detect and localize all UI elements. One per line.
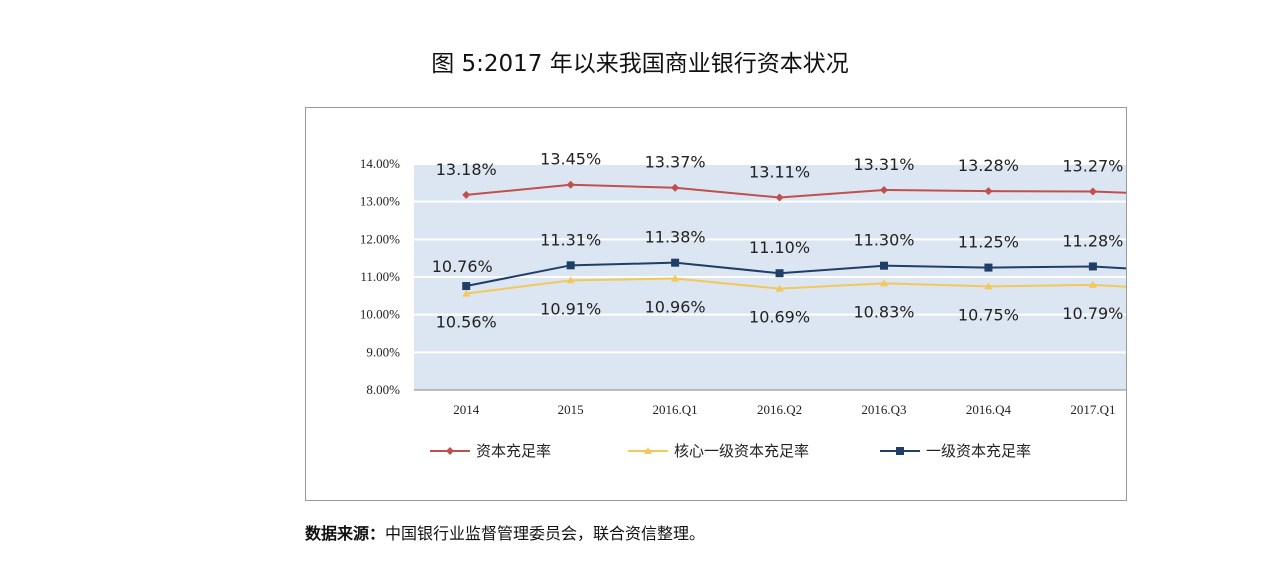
point-marker [671,274,680,282]
point-marker [775,269,784,278]
point-marker [1088,262,1097,271]
data-label: 10.75% [958,305,1019,324]
figure-title: 图 5:2017 年以来我国商业银行资本状况 [431,51,849,77]
point-marker [880,185,888,194]
point-marker [1088,280,1097,288]
x-tick-label: 2016.Q2 [757,402,802,417]
data-label: 11.38% [645,228,706,247]
point-marker [462,289,471,297]
point-marker [671,183,680,192]
legend-label: 一级资本充足率 [926,442,1031,460]
y-tick-label: 13.00% [360,194,400,209]
y-tick-label: 12.00% [360,231,400,246]
data-labels: 13.18% 13.45% 13.37% 13.11% 13.31% 13.28% 13.2… [432,150,1124,332]
data-label: 11.31% [540,230,601,249]
point-marker [896,447,904,455]
data-label: 11.10% [749,238,810,257]
point-marker [984,187,993,196]
data-label: 10.76% [432,257,493,276]
point-marker [984,282,993,290]
source-note: 数据来源：中国银行业监督管理委员会，联合资信整理。 [305,520,705,544]
x-tick-label: 2016.Q3 [861,402,906,417]
data-label: 10.96% [645,298,706,317]
legend: 资本充足率 核心一级资本充足率 一级资本充足率 [430,442,1031,460]
source-label: 数据来源： [305,524,386,543]
y-tick-label: 14.00% [360,156,400,171]
point-marker [566,180,575,189]
data-label: 10.83% [853,302,914,321]
y-tick-label: 9.00% [366,344,400,359]
point-marker [775,284,784,292]
data-label: 11.30% [853,231,914,250]
point-marker [566,276,575,284]
y-axis-ticks: 8.00% 9.00% 10.00% 11.00% 12.00% 13.00% 14.00% [360,156,400,397]
data-label: 13.28% [958,156,1019,175]
legend-label: 核心一级资本充足率 [674,442,809,460]
series-2 [462,274,1126,297]
legend-item: 一级资本充足率 [880,442,1031,460]
data-label: 13.45% [540,150,601,169]
point-marker [671,258,680,267]
x-tick-label: 2014 [453,402,480,417]
data-label: 10.69% [749,308,810,327]
data-label: 11.25% [958,233,1019,252]
legend-label: 资本充足率 [476,442,551,460]
point-marker [775,193,784,202]
series-group [462,180,1126,297]
x-tick-label: 2016.Q1 [653,402,698,417]
data-label: 13.37% [645,153,706,172]
point-marker [880,261,888,270]
series-3 [462,258,1126,291]
data-label: 13.31% [853,155,914,174]
x-tick-label: 2017.Q1 [1070,402,1115,417]
chart-frame: 8.00% 9.00% 10.00% 11.00% 12.00% 13.00% 14.00%… [305,107,1127,501]
legend-item: 资本充足率 [430,442,551,460]
data-label: 10.79% [1062,304,1123,323]
data-label: 10.56% [436,313,497,332]
data-label: 13.18% [436,160,497,179]
point-marker [880,279,888,287]
x-tick-label: 2016.Q4 [966,402,1012,417]
point-marker [462,190,471,199]
point-marker [1088,187,1097,196]
y-tick-label: 11.00% [360,269,400,284]
y-tick-label: 8.00% [366,382,400,397]
point-marker [566,261,575,270]
x-axis-ticks: 2014 2015 2016.Q1 2016.Q2 2016.Q3 2016.Q4 2017… [453,402,1115,417]
data-label: 13.11% [749,163,810,182]
point-marker [984,263,993,272]
series-1 [462,180,1126,202]
y-tick-label: 10.00% [360,307,400,322]
point-marker [462,282,471,291]
capital-ratio-line-chart: 8.00% 9.00% 10.00% 11.00% 12.00% 13.00% 14.00%… [360,150,1126,460]
legend-item: 核心一级资本充足率 [628,442,809,460]
x-tick-label: 2015 [558,402,584,417]
point-marker [644,447,652,454]
point-marker [446,447,454,455]
data-label: 11.28% [1062,231,1123,250]
source-text: 中国银行业监督管理委员会，联合资信整理。 [385,524,706,543]
data-label: 10.91% [540,299,601,318]
data-label: 13.27% [1062,156,1123,175]
